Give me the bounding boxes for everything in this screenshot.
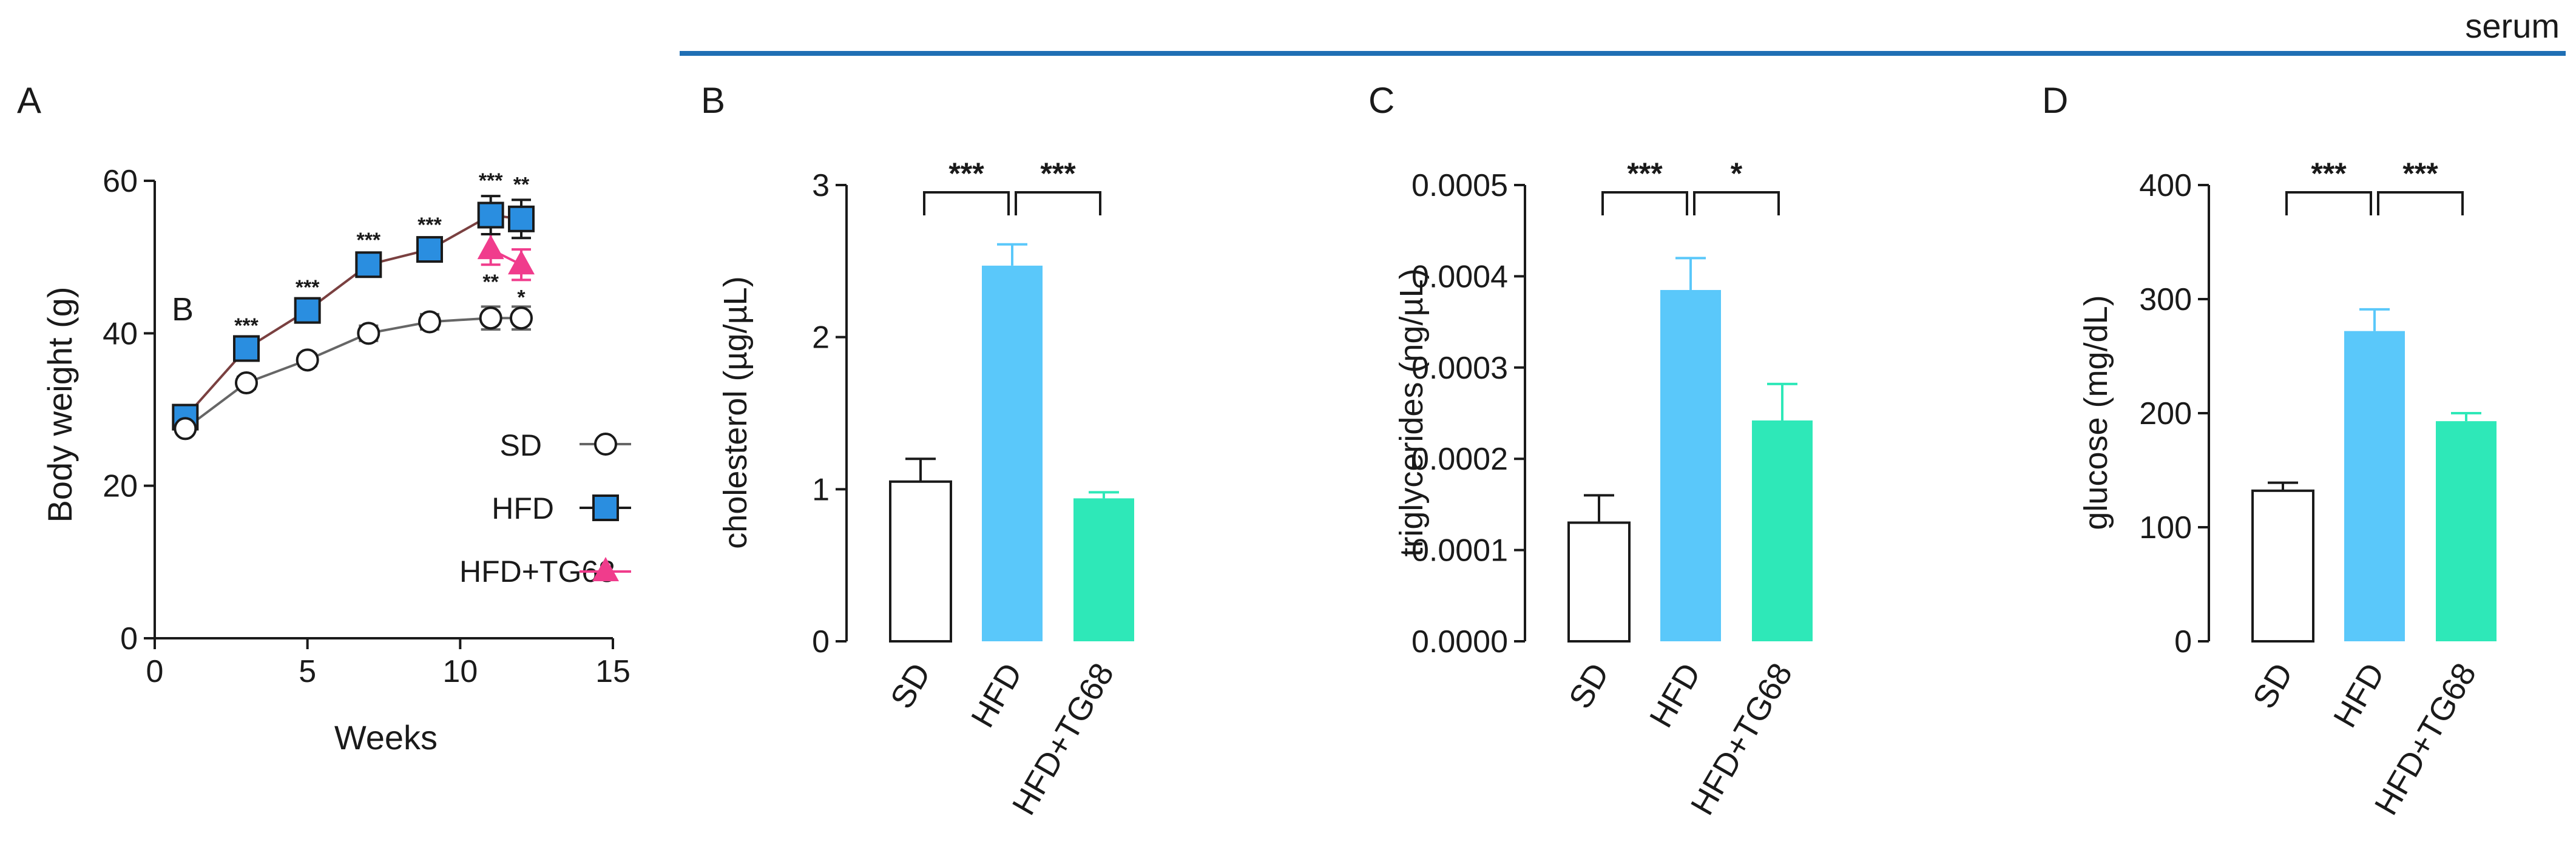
panel-a-x-tick-label: 10 <box>442 654 478 689</box>
panel-b-significance-bracket <box>1015 191 1101 215</box>
panel-c-y-tick-label: 0.0002 <box>1411 442 1508 477</box>
panel-a-x-tick-label: 0 <box>146 654 164 689</box>
panel-b-category-label: SD <box>884 657 938 715</box>
panel-d-y-axis-label: glucose (mg/dL) <box>2078 295 2114 530</box>
header-label: serum <box>2465 7 2560 45</box>
panel-b-bar-hfd-tg68 <box>1073 498 1134 641</box>
panel-b-y-tick-label: 0 <box>812 624 830 660</box>
panel-c-bar-hfd <box>1660 289 1721 642</box>
panel-d-bar-hfd-tg68 <box>2436 421 2497 641</box>
panel-d-bar-hfd <box>2344 331 2405 641</box>
panel-b-significance-label: *** <box>948 157 984 191</box>
panel-c-significance-bracket <box>1693 191 1780 215</box>
panel-a-y-tick-label: 0 <box>120 621 138 656</box>
panel-c-significance-label: *** <box>1627 157 1663 191</box>
panel-d-significance-bracket <box>2377 191 2464 215</box>
legend-label-sd: SD <box>500 428 542 462</box>
significance-label-hfd: *** <box>234 314 259 337</box>
data-point-sd <box>510 306 533 330</box>
panel-c-y-tick-label: 0.0004 <box>1411 259 1508 294</box>
data-point-hfd <box>508 205 535 232</box>
panel-d-y-tick-label: 100 <box>2139 510 2192 545</box>
data-point-sd <box>357 322 380 345</box>
data-point-hfd <box>416 236 443 263</box>
panel-d-significance-label: *** <box>2402 157 2438 191</box>
panel-b-y-axis-label: cholesterol (µg/µL) <box>717 276 754 548</box>
significance-label-hfd: *** <box>356 229 380 252</box>
data-point-hfd <box>233 335 260 362</box>
data-point-sd <box>174 417 197 440</box>
panel-a-x-tick-label: 5 <box>299 654 316 689</box>
data-point-hfd <box>477 201 504 229</box>
significance-label-hfd: *** <box>418 214 442 237</box>
panel-b-category-label: HFD <box>964 657 1029 734</box>
data-point-sd <box>418 310 441 334</box>
data-point-sd <box>479 306 502 330</box>
data-point-hfd <box>355 251 382 278</box>
significance-label-hfd: *** <box>296 276 320 299</box>
panel-a-y-axis-label: Body weight (g) <box>41 286 79 522</box>
panel-b-bar-hfd <box>982 265 1043 641</box>
significance-label-hfd: ** <box>513 173 530 196</box>
data-point-sd <box>235 371 258 395</box>
panel-letter-a: A <box>17 80 41 121</box>
panel-c-y-tick-label: 0.0003 <box>1411 351 1508 386</box>
legend-marker-hfd <box>592 494 619 521</box>
panel-a-x-tick-label: 15 <box>595 654 630 689</box>
panel-c-y-tick-label: 0.0000 <box>1411 624 1508 660</box>
panel-a-y-tick-label: 20 <box>103 469 138 504</box>
panel-letter-c: C <box>1368 80 1394 121</box>
panel-b-bar-sd <box>889 480 952 643</box>
panel-c-significance-label: * <box>1731 157 1743 191</box>
data-point-sd <box>296 348 319 372</box>
panel-c-significance-bracket <box>1601 191 1688 215</box>
panel-a-inset-letter: B <box>172 291 194 328</box>
panel-a-y-tick-label: 60 <box>103 164 138 199</box>
panel-b-significance-bracket <box>923 191 1010 215</box>
significance-label-hfd: *** <box>479 169 503 192</box>
panel-b-significance-label: *** <box>1040 157 1076 191</box>
panel-d-significance-label: *** <box>2311 157 2347 191</box>
panel-d-y-tick-label: 300 <box>2139 282 2192 317</box>
legend-label-hfd: HFD <box>492 491 554 525</box>
legend-marker-hfd-tg68 <box>592 557 619 581</box>
panel-c-y-tick-label: 0.0001 <box>1411 533 1508 568</box>
panel-b-y-tick-label: 2 <box>812 320 830 356</box>
panel-c-bar-sd <box>1567 521 1631 643</box>
data-point-hfd-tg68 <box>508 250 535 275</box>
panel-d-significance-bracket <box>2285 191 2372 215</box>
panel-d-bar-sd <box>2251 489 2314 643</box>
panel-d-y-tick-label: 0 <box>2174 624 2192 660</box>
panel-a-x-axis-label: Weeks <box>334 718 438 757</box>
panel-d-y-tick-label: 200 <box>2139 396 2192 431</box>
panel-c-category-label: HFD <box>1643 657 1708 734</box>
panel-d-y-tick-label: 400 <box>2139 168 2192 203</box>
panel-d-category-label: HFD <box>2327 657 2392 734</box>
panel-c-y-tick-label: 0.0005 <box>1411 168 1508 203</box>
panel-a-y-tick-label: 40 <box>103 316 138 351</box>
panel-b-y-tick-label: 1 <box>812 472 830 507</box>
data-point-hfd <box>294 297 321 324</box>
panel-letter-d: D <box>2042 80 2068 121</box>
significance-label-hfd-tg68: ** <box>482 271 499 294</box>
panel-c-bar-hfd-tg68 <box>1752 420 1813 641</box>
panel-b-y-tick-label: 3 <box>812 168 830 203</box>
panel-letter-b: B <box>701 80 725 121</box>
panel-c-category-label: SD <box>1562 657 1616 715</box>
significance-label-hfd-tg68: * <box>517 286 526 309</box>
data-point-hfd-tg68 <box>477 235 504 260</box>
legend-marker-sd <box>594 433 617 456</box>
panel-c-y-axis-label: triglycerides (ng/µL) <box>1393 268 1430 556</box>
panel-d-category-label: SD <box>2246 657 2300 715</box>
